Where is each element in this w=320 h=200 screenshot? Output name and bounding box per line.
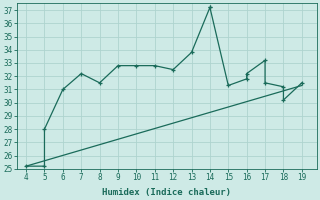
X-axis label: Humidex (Indice chaleur): Humidex (Indice chaleur)	[102, 188, 231, 197]
